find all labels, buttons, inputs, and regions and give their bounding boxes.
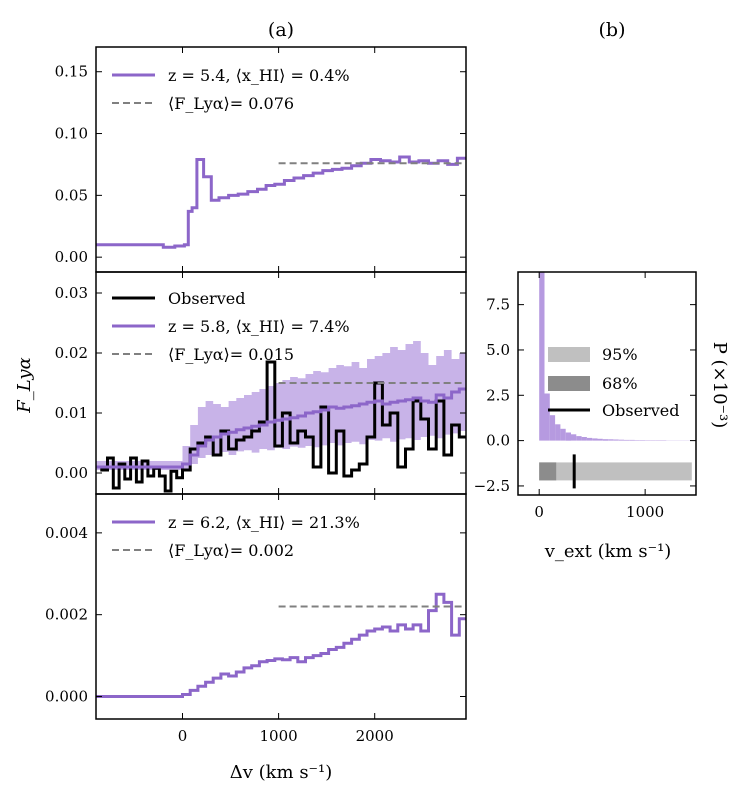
histogram-bar — [565, 432, 571, 441]
legend-label-mean: ⟨F_Lyα⟩= 0.002 — [168, 541, 294, 560]
histogram-bar — [618, 439, 624, 441]
panel-z62: 0.000 0.002 0.004 0 1000 2000 z = 6.2, ⟨x_HI⟩… — [45, 493, 467, 783]
plot-area-z54 — [96, 155, 466, 249]
panel-a-label: (a) — [268, 19, 294, 41]
x-tick-label: 0 — [178, 727, 188, 745]
ticks-z54: 0.00 0.05 0.10 0.15 — [55, 47, 466, 272]
ci95-bar — [539, 462, 692, 481]
ticks-z62: 0.000 0.002 0.004 0 1000 2000 — [45, 494, 466, 745]
vext-x-axis-label: v_ext (km s⁻¹) — [544, 541, 672, 562]
histogram-bar — [613, 439, 619, 441]
frame-vext — [517, 271, 697, 496]
panel-vext: −2.5 0.0 2.5 5.0 7.5 0 1000 95% 68% Observed v… — [474, 271, 730, 562]
legend-z58: Observed z = 5.8, ⟨x_HI⟩ = 7.4% ⟨F_Lyα⟩=… — [112, 289, 350, 364]
y-tick-label: 0.00 — [55, 248, 88, 266]
histogram-bar — [634, 440, 640, 441]
legend-label-model: z = 5.8, ⟨x_HI⟩ = 7.4% — [168, 317, 350, 336]
ci68-bar — [539, 462, 557, 481]
histogram-bar — [629, 439, 635, 441]
legend-label-ci68: 68% — [602, 374, 638, 393]
legend-z62: z = 6.2, ⟨x_HI⟩ = 21.3% ⟨F_Lyα⟩= 0.002 — [112, 513, 360, 560]
y-tick-label: 0.01 — [55, 404, 88, 422]
y-tick-label: 5.0 — [486, 341, 510, 359]
series-model — [96, 592, 466, 698]
legend-label-observed: Observed — [168, 289, 245, 308]
series-model — [96, 387, 466, 469]
histogram-bar — [586, 437, 593, 441]
panel-z58: 0.00 0.01 0.02 0.03 Observed z = 5.8, ⟨x_HI… — [14, 271, 467, 495]
y-tick-label: 2.5 — [486, 386, 510, 404]
y-tick-label: 0.10 — [55, 125, 88, 143]
plot-area-vext — [539, 272, 693, 489]
histogram-bar — [571, 434, 577, 441]
plot-area-z62 — [96, 592, 466, 698]
legend-z54: z = 5.4, ⟨x_HI⟩ = 0.4% ⟨F_Lyα⟩= 0.076 — [112, 66, 350, 113]
y-tick-label: 0.05 — [55, 186, 88, 204]
y-tick-label: 0.02 — [55, 344, 88, 362]
legend-label-mean: ⟨F_Lyα⟩= 0.076 — [168, 94, 294, 113]
x-tick-label: 0 — [534, 503, 544, 521]
y-tick-label: 0.0 — [486, 432, 510, 450]
histogram-bar — [549, 415, 556, 441]
series-observed — [96, 360, 466, 493]
y-tick-label: 0.004 — [45, 524, 88, 542]
histogram-bar — [560, 428, 566, 441]
legend-label-model: z = 6.2, ⟨x_HI⟩ = 21.3% — [168, 513, 360, 532]
panel-z54: 0.00 0.05 0.10 0.15 z = 5.4, ⟨x_HI⟩ = 0.4% … — [55, 46, 467, 273]
y-tick-label: −2.5 — [474, 477, 510, 495]
histogram-bar — [624, 439, 630, 441]
legend-swatch-ci68 — [548, 376, 590, 391]
legend-label-ci95: 95% — [602, 345, 638, 364]
ticks-z58: 0.00 0.01 0.02 0.03 — [55, 272, 466, 494]
histogram-bar — [581, 437, 587, 441]
y-tick-label: 0.00 — [55, 464, 88, 482]
y-tick-label: 0.000 — [45, 688, 88, 706]
histogram-bar — [539, 272, 545, 441]
legend-label-mean: ⟨F_Lyα⟩= 0.015 — [168, 345, 294, 364]
ticks-vext: −2.5 0.0 2.5 5.0 7.5 0 1000 — [474, 272, 696, 521]
legend-label-observed: Observed — [602, 401, 679, 420]
histogram-bar — [576, 436, 582, 441]
frame-z62 — [95, 493, 467, 720]
histogram-bar — [544, 393, 550, 441]
histogram-bar — [555, 424, 561, 441]
legend-swatch-ci95 — [548, 347, 590, 362]
x-tick-label: 1000 — [626, 503, 664, 521]
histogram-bar — [608, 439, 614, 441]
legend-vext: 95% 68% Observed — [548, 345, 679, 420]
vext-y-axis-label: P (×10⁻³) — [709, 342, 730, 429]
panel-b-label: (b) — [599, 19, 626, 41]
y-tick-label: 0.03 — [55, 284, 88, 302]
y-tick-label: 0.15 — [55, 63, 88, 81]
plot-area-z58 — [96, 341, 466, 493]
legend-label-model: z = 5.4, ⟨x_HI⟩ = 0.4% — [168, 66, 350, 85]
x-axis-label: Δv (km s⁻¹) — [230, 762, 333, 783]
histogram-bar — [602, 439, 609, 441]
histogram-bar — [597, 438, 603, 441]
series-model — [96, 155, 466, 249]
histogram-bar — [639, 440, 646, 441]
x-tick-label: 2000 — [356, 727, 394, 745]
y-tick-label: 0.002 — [45, 606, 88, 624]
x-tick-label: 1000 — [260, 727, 298, 745]
histogram-bar — [592, 438, 598, 441]
y-tick-label: 7.5 — [486, 296, 510, 314]
y-axis-label: F_Lyα — [14, 357, 35, 413]
